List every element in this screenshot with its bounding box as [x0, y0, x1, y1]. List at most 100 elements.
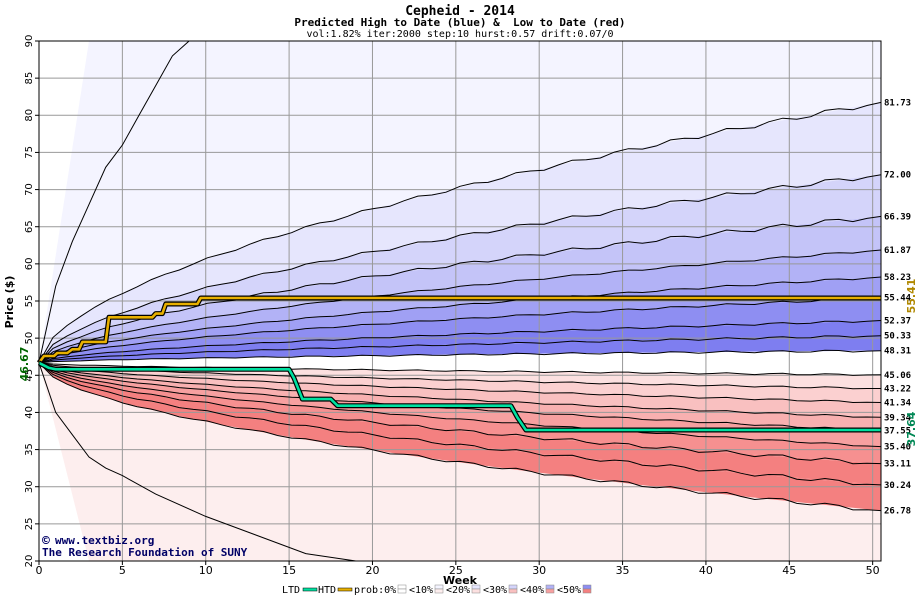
blue-band — [39, 216, 881, 363]
credit-url: www.textbiz.org — [55, 534, 154, 547]
red-quantile-label: 33.11 — [884, 460, 911, 470]
x-tick-label: 30 — [532, 564, 546, 577]
legend-htd-swatch — [337, 587, 353, 592]
htd-end-label: 55.41 — [905, 279, 918, 314]
red-quantile-line — [38, 362, 882, 465]
legend-red-swatch — [508, 588, 518, 594]
red-quantile-label: 45.06 — [884, 371, 911, 381]
legend-red-swatch — [582, 588, 592, 594]
outer-blue-curve — [38, 40, 190, 364]
start-price-label: 46.67 — [18, 347, 31, 382]
red-band — [39, 362, 881, 431]
red-quantile-label: 43.22 — [884, 385, 911, 395]
y-tick-label: 25 — [24, 517, 35, 530]
red-quantile-label: 26.78 — [884, 507, 911, 517]
legend-blue-swatch — [582, 584, 592, 590]
red-band — [39, 362, 881, 511]
credit-box: © www.textbiz.org The Research Foundatio… — [42, 534, 248, 559]
chart-title: Cepheid - 2014 — [405, 4, 515, 19]
htd-line — [37, 296, 881, 364]
legend-red-swatch — [471, 588, 481, 594]
red-quantile-line — [38, 362, 882, 486]
red-quantile-label: 41.34 — [884, 398, 912, 408]
x-tick-label: 45 — [782, 564, 796, 577]
red-band — [39, 362, 881, 485]
y-tick-label: 20 — [24, 555, 35, 568]
legend-prob-label: <10% — [409, 585, 433, 596]
x-tick-label: 5 — [119, 564, 126, 577]
blue-quantile-label: 52.37 — [884, 317, 911, 327]
x-tick-label: 20 — [365, 564, 379, 577]
chart-params: vol:1.82% iter:2000 step:10 hurst:0.57 d… — [306, 29, 613, 40]
ltd-end-label: 37.64 — [905, 411, 918, 446]
legend-prob-label: <50% — [557, 585, 581, 596]
blue-quantile-line — [38, 335, 882, 364]
red-band — [39, 362, 881, 464]
legend-blue-swatch — [508, 584, 518, 590]
blue-band — [39, 297, 881, 363]
blue-quantile-line — [38, 101, 882, 364]
legend-red-swatch — [434, 588, 444, 594]
legend-blue-swatch — [471, 584, 481, 590]
y-tick-label: 90 — [24, 35, 35, 48]
credit-org: The Research Foundation of SUNY — [42, 546, 248, 559]
ltd-line — [38, 361, 881, 432]
legend-blue-swatch — [434, 584, 444, 590]
red-band — [39, 362, 881, 403]
blue-quantile-line — [38, 276, 882, 364]
quantile-labels: 81.73 72.00 66.39 61.87 58.23 55.44 52.37 50.33… — [884, 98, 912, 516]
x-tick-label: 40 — [699, 564, 713, 577]
blue-band — [39, 335, 881, 363]
blue-quantile-label: 81.73 — [884, 98, 911, 108]
y-tick-label: 65 — [24, 220, 35, 233]
blue-quantile-label: 72.00 — [884, 171, 911, 181]
legend-prob-label: <30% — [483, 585, 507, 596]
legend-prob-label: <40% — [520, 585, 544, 596]
price-series — [36, 295, 881, 433]
y-tick-label: 45 — [24, 369, 35, 382]
blue-band — [39, 320, 881, 363]
y-tick-label: 75 — [24, 146, 35, 159]
y-tick-label: 60 — [24, 257, 35, 270]
red-band — [39, 362, 881, 447]
blue-quantile-label: 61.87 — [884, 246, 911, 256]
x-tick-label: 15 — [282, 564, 296, 577]
y-tick-label: 50 — [24, 332, 35, 345]
y-tick-label: 30 — [24, 480, 35, 493]
legend-blue-swatch — [397, 584, 407, 590]
blue-quantile-label: 58.23 — [884, 273, 911, 283]
chart-subtitle: Predicted High to Date (blue) & Low to D… — [294, 16, 625, 29]
blue-band — [39, 102, 881, 363]
red-quantile-line — [38, 362, 882, 418]
blue-quantile-label: 55.44 — [884, 294, 912, 304]
red-quantile-line — [38, 362, 882, 448]
y-tick-label: 35 — [24, 443, 35, 456]
legend-prob-label: prob:0% — [354, 585, 396, 596]
blue-quantile-label: 48.31 — [884, 347, 911, 357]
blue-quantile-line — [38, 215, 882, 364]
red-band — [39, 362, 881, 418]
y-axis-ticks: 20 25 30 35 40 45 50 55 60 65 70 75 80 85 90 — [24, 35, 39, 568]
blue-band — [39, 174, 881, 363]
blue-quantile-line — [38, 349, 882, 364]
x-tick-label: 35 — [616, 564, 630, 577]
red-quantile-label: 37.55 — [884, 427, 911, 437]
y-axis-label: Price ($) — [3, 276, 16, 329]
blue-quantile-line — [38, 174, 882, 364]
x-axis-ticks: 0 5 10 15 20 25 30 35 40 45 50 — [36, 561, 880, 577]
median-band — [39, 350, 881, 375]
legend-prob-label: <20% — [446, 585, 470, 596]
x-tick-label: 50 — [866, 564, 880, 577]
x-tick-label: 0 — [36, 564, 43, 577]
legend-htd-label: HTD — [318, 585, 336, 596]
legend-blue-swatch — [545, 584, 555, 590]
blue-quantile-line — [38, 320, 882, 364]
x-tick-label: 10 — [199, 564, 213, 577]
y-tick-label: 70 — [24, 183, 35, 196]
copyright-icon: © — [42, 534, 50, 549]
red-quantile-line — [38, 362, 882, 404]
red-quantile-label: 30.24 — [884, 481, 912, 491]
red-quantile-line — [38, 362, 881, 390]
y-tick-label: 80 — [24, 109, 35, 122]
